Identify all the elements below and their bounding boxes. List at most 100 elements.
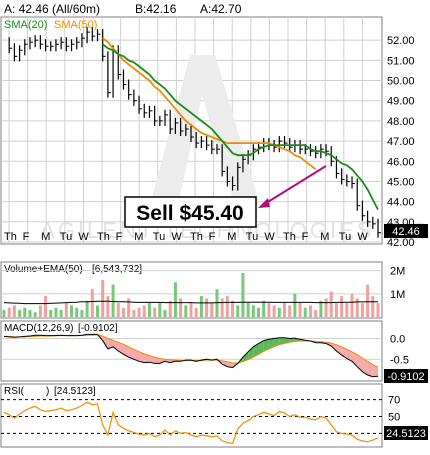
volume-bar <box>39 305 42 317</box>
volume-bar <box>169 301 172 317</box>
volume-bar <box>91 289 94 317</box>
volume-bar <box>127 298 130 317</box>
volume-bar <box>49 310 52 317</box>
volume-bar <box>190 303 193 317</box>
volume-bar <box>3 310 6 317</box>
volume-bar <box>356 298 359 317</box>
time-tick-label: F <box>209 231 216 243</box>
volume-bar <box>226 296 229 317</box>
volume-bar <box>252 305 255 317</box>
volume-bar <box>195 308 198 317</box>
volume-bar <box>28 310 31 317</box>
time-tick-label: Th <box>4 231 17 243</box>
volume-bar <box>60 310 63 317</box>
bid-text: B:42.16 <box>135 2 177 16</box>
volume-bar <box>283 303 286 317</box>
volume-bar <box>143 305 146 317</box>
volume-bar <box>236 305 239 317</box>
volume-bar <box>257 308 260 317</box>
volume-bar <box>288 305 291 317</box>
macd-tick-label: -0.5 <box>390 354 409 366</box>
time-tick-label: M <box>320 231 329 243</box>
price-tick-label: 50.00 <box>387 76 415 88</box>
volume-bar <box>345 303 348 317</box>
time-tick-label: W <box>264 231 275 243</box>
time-tick-label: Th <box>97 231 110 243</box>
volume-bar <box>112 285 115 317</box>
volume-bar <box>314 310 317 317</box>
volume-bar <box>18 310 21 317</box>
volume-bar <box>13 305 16 317</box>
last-price-badge-text: 42.46 <box>392 226 420 238</box>
volume-label: Volume+EMA(50) <box>4 264 83 275</box>
volume-bar <box>205 298 208 317</box>
volume-bar <box>371 296 374 317</box>
rsi-label-suffix: ) <box>46 386 49 397</box>
volume-bar <box>377 303 380 317</box>
volume-bar <box>158 303 161 317</box>
volume-bar <box>8 308 11 317</box>
quote-text: A: 42.46 (All/60m) <box>4 2 100 16</box>
volume-bar <box>44 296 47 317</box>
time-tick-label: F <box>23 231 30 243</box>
volume-bar <box>309 305 312 317</box>
volume-bar <box>65 303 68 317</box>
volume-bar <box>153 308 156 317</box>
volume-bar <box>366 285 369 317</box>
price-tick-label: 49.00 <box>387 96 415 108</box>
sell-annotation-text: Sell $45.40 <box>136 202 243 225</box>
volume-bar <box>267 303 270 317</box>
time-tick-label: Tu <box>339 231 351 243</box>
volume-bar <box>304 308 307 317</box>
volume-bar <box>278 308 281 317</box>
volume-bar <box>299 303 302 317</box>
volume-bar <box>70 305 73 317</box>
time-tick-label: Th <box>283 231 296 243</box>
macd-badge-text: -0.9102 <box>387 371 424 383</box>
volume-bar <box>106 296 109 317</box>
volume-bar <box>351 294 354 317</box>
volume-value: [6,543,732] <box>92 264 142 275</box>
price-tick-label: 45.00 <box>387 176 415 188</box>
price-tick-label: 52.00 <box>387 35 415 47</box>
time-tick-label: W <box>171 231 182 243</box>
time-tick-label: W <box>78 231 89 243</box>
time-tick-label: Tu <box>60 231 72 243</box>
ask-text: A:42.70 <box>200 2 242 16</box>
time-tick-label: F <box>302 231 309 243</box>
price-tick-label: 47.00 <box>387 136 415 148</box>
volume-bar <box>200 296 203 317</box>
volume-tick-label: 2M <box>390 266 405 278</box>
price-tick-label: 46.00 <box>387 156 415 168</box>
volume-bar <box>164 310 167 317</box>
price-tick-label: 51.00 <box>387 55 415 67</box>
volume-bar <box>132 310 135 317</box>
volume-bar <box>148 303 151 317</box>
rsi-tick-label: 70 <box>388 395 400 407</box>
volume-bar <box>138 308 141 317</box>
volume-bar <box>361 303 364 317</box>
sma20-legend: SMA(20) <box>4 19 47 31</box>
macd-tick-label: 0.0 <box>390 334 405 346</box>
volume-bar <box>23 308 26 317</box>
time-tick-label: Th <box>190 231 203 243</box>
volume-bar <box>210 303 213 317</box>
volume-bar <box>273 305 276 317</box>
rsi-badge-text: 24.5123 <box>386 428 426 440</box>
volume-bar <box>96 305 99 317</box>
volume-bar <box>293 294 296 317</box>
price-tick-label: 42.00 <box>387 237 415 249</box>
volume-bar <box>101 280 104 317</box>
macd-value: [-0.9102] <box>78 323 118 334</box>
volume-bar <box>54 308 57 317</box>
rsi-tick-label: 50 <box>388 412 400 424</box>
volume-bar <box>174 282 177 317</box>
volume-bar <box>247 303 250 317</box>
volume-bar <box>262 301 265 317</box>
volume-bar <box>34 312 37 317</box>
macd-label: MACD(12,26,9) <box>4 323 73 334</box>
price-tick-label: 48.00 <box>387 116 415 128</box>
volume-bar <box>335 303 338 317</box>
sma50-legend: SMA(50) <box>54 19 97 31</box>
